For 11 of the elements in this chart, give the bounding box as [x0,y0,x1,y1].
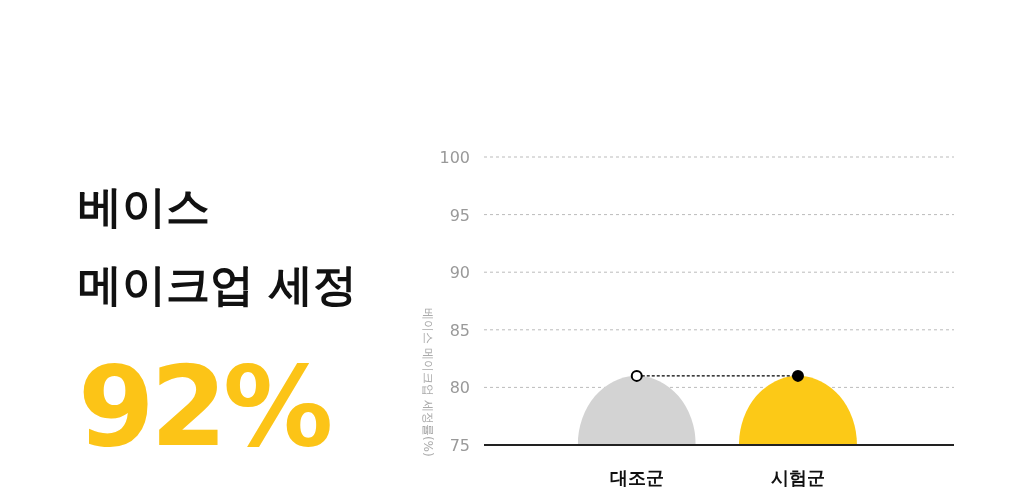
y-tick-label: 90 [449,263,470,283]
x-tick-label: 시험군 [770,467,825,488]
y-tick-label: 85 [449,320,470,340]
text: 베이스 메이크업 세정 [78,181,358,310]
x-tick-label: 대조군 [609,467,664,488]
y-tick-label: 95 [449,205,470,225]
y-tick-label: 100 [439,148,470,167]
y-axis-title: 베이스 메이크업 세정률(%) [421,308,435,457]
y-tick-label: 80 [449,378,470,398]
y-tick-label: 75 [449,436,470,455]
text: 92% [78,343,331,471]
